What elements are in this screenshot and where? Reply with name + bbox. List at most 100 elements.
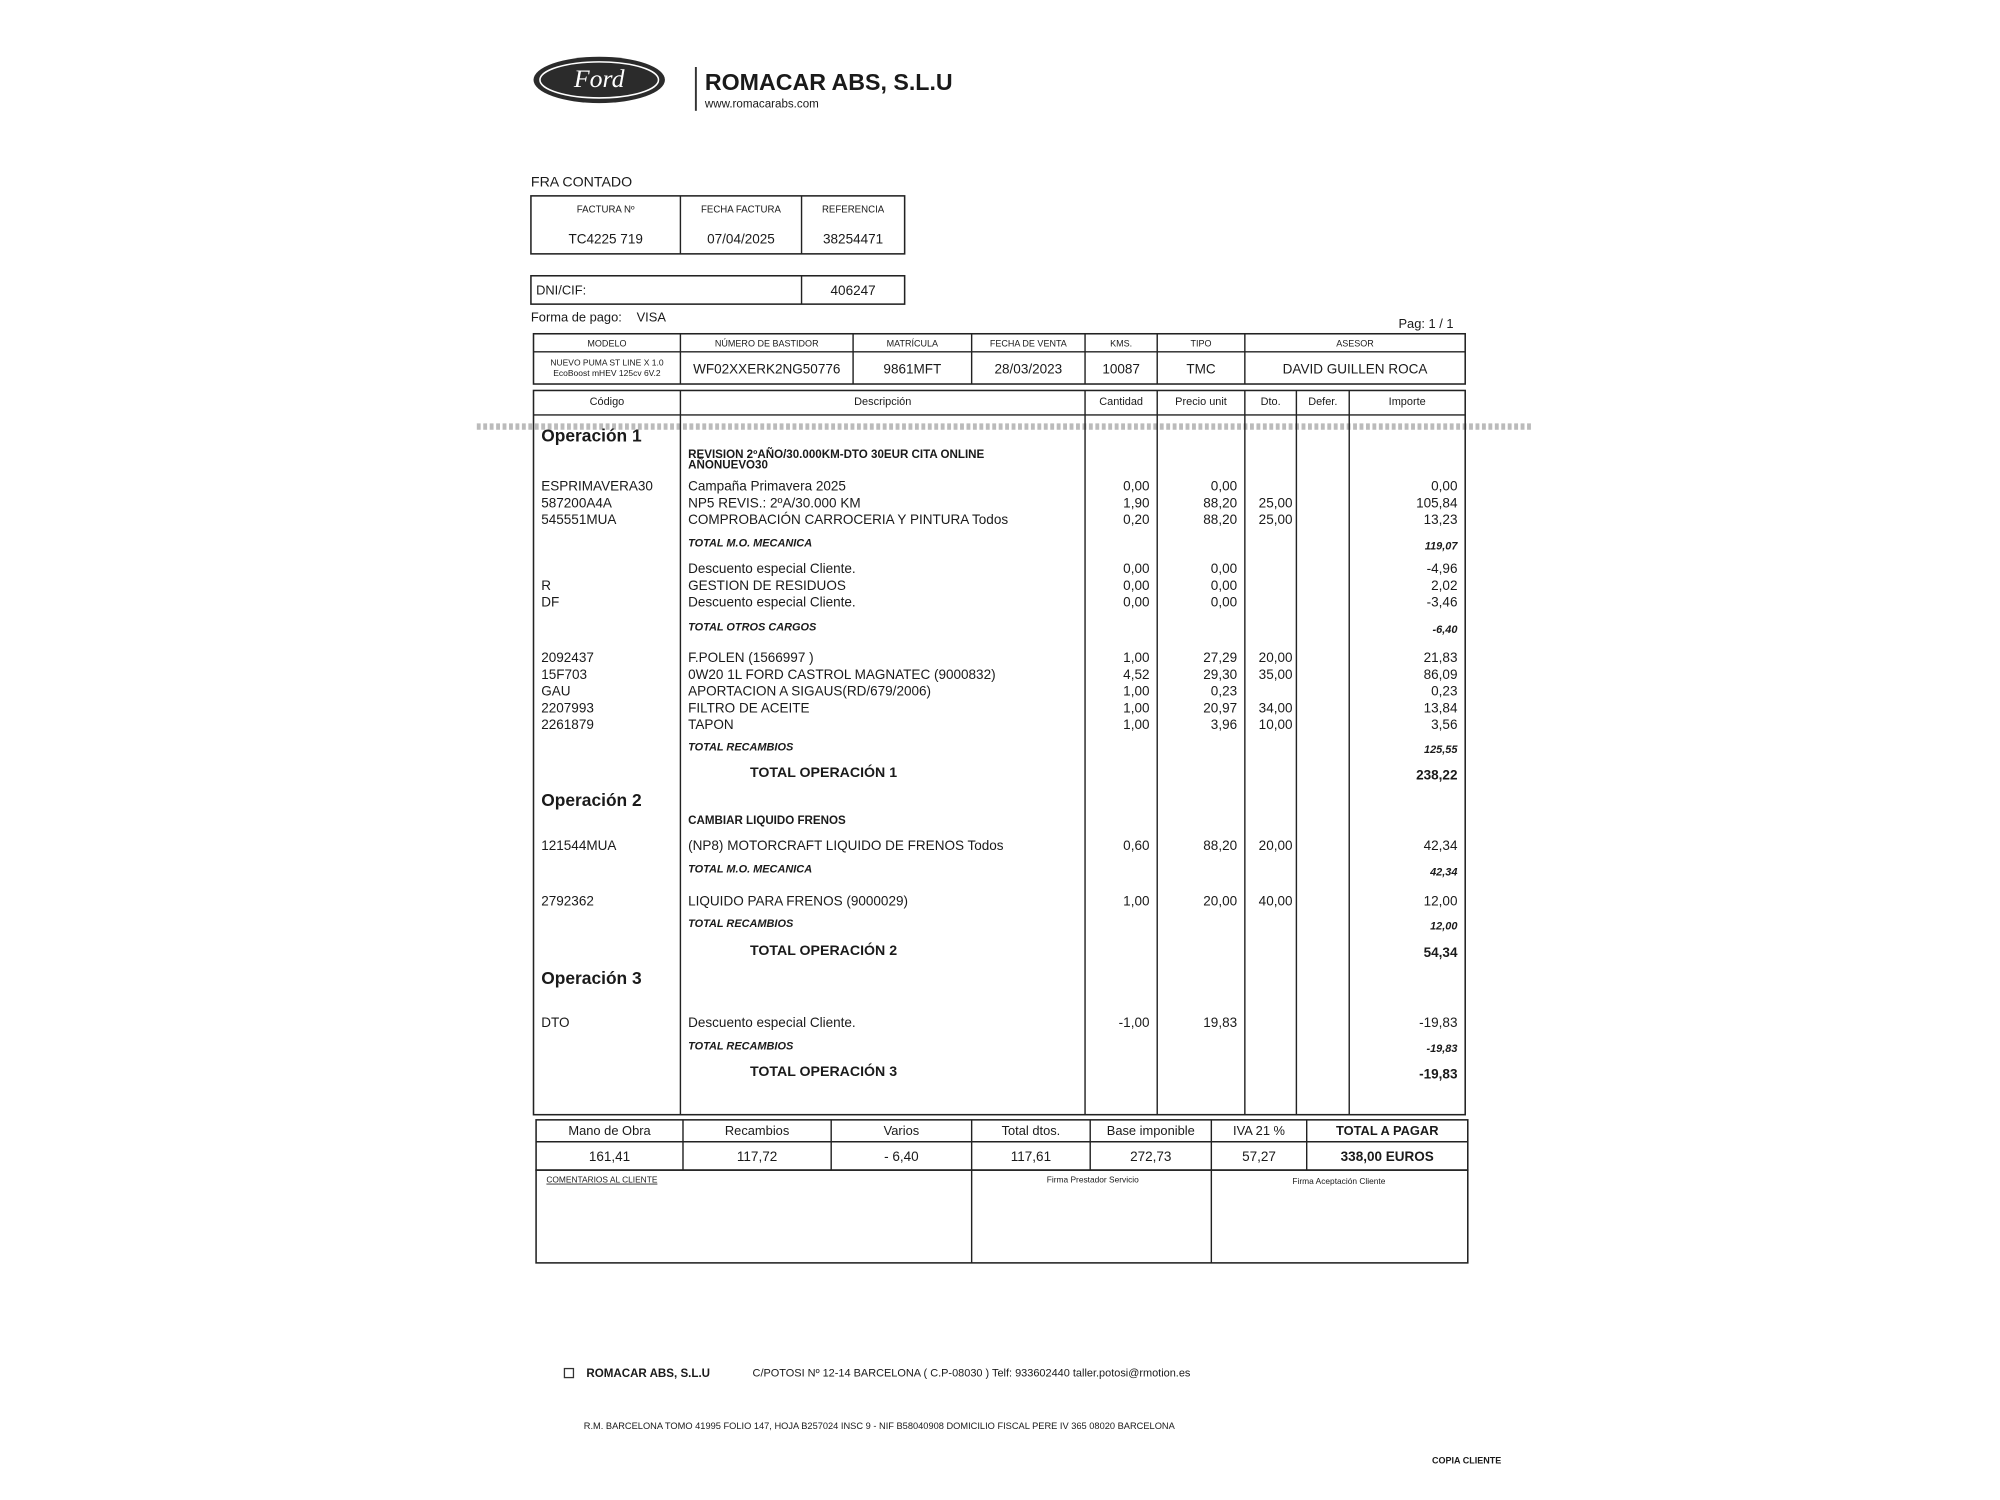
vehicle-value: 28/03/2023 bbox=[995, 361, 1063, 376]
line-amount: 12,00 bbox=[1430, 920, 1457, 932]
totals-value: 272,73 bbox=[1130, 1149, 1171, 1164]
operation-heading: REVISION 2ºAÑO/30.000KM-DTO 30EUR CITA O… bbox=[688, 448, 984, 461]
dni-box bbox=[530, 275, 906, 305]
vehicle-column-header: KMS. bbox=[1110, 338, 1132, 348]
line-amount: 13,84 bbox=[1424, 700, 1458, 715]
line-amount: 13,23 bbox=[1424, 512, 1458, 527]
operation-heading: CAMBIAR LIQUIDO FRENOS bbox=[688, 815, 846, 827]
subtotal-label: TOTAL OTROS CARGOS bbox=[688, 621, 817, 633]
line-amount: 119,07 bbox=[1425, 540, 1459, 552]
provider-signature-label: Firma Prestador Servicio bbox=[1047, 1175, 1139, 1185]
vehicle-column-header: MODELO bbox=[587, 338, 626, 348]
lines-column-header: Precio unit bbox=[1175, 396, 1227, 408]
totals-column-header: Recambios bbox=[725, 1123, 789, 1138]
line-code: 2792362 bbox=[541, 894, 594, 909]
totals-value: 117,61 bbox=[1011, 1149, 1051, 1164]
signature-box bbox=[535, 1169, 1469, 1264]
logo-text: Ford bbox=[573, 64, 625, 93]
line-description: TAPON bbox=[688, 717, 734, 732]
line-discount: 10,00 bbox=[1259, 717, 1293, 732]
line-discount: 25,00 bbox=[1259, 495, 1293, 510]
totals-column-header: TOTAL A PAGAR bbox=[1336, 1123, 1439, 1138]
totals-column-header: Varios bbox=[884, 1123, 920, 1138]
line-description: 0W20 1L FORD CASTROL MAGNATEC (9000832) bbox=[688, 667, 995, 682]
line-unit-price: 29,30 bbox=[1203, 667, 1237, 682]
line-amount: 125,55 bbox=[1424, 744, 1458, 756]
dni-value: 406247 bbox=[831, 283, 876, 298]
payment-label: Forma de pago: bbox=[531, 310, 622, 325]
line-unit-price: 0,00 bbox=[1211, 479, 1237, 494]
payment-value: VISA bbox=[637, 310, 667, 325]
line-discount: 25,00 bbox=[1259, 512, 1293, 527]
line-unit-price: 0,23 bbox=[1211, 684, 1237, 699]
line-amount: -3,46 bbox=[1427, 595, 1458, 610]
company-name: ROMACAR ABS, S.L.U bbox=[705, 69, 953, 95]
line-amount: 105,84 bbox=[1416, 495, 1458, 510]
totals-value: 57,27 bbox=[1242, 1149, 1276, 1164]
field-label: FACTURA Nº bbox=[577, 205, 635, 216]
vehicle-model: EcoBoost mHEV 125cv 6V.2 bbox=[553, 368, 661, 378]
vehicle-column-header: TIPO bbox=[1191, 338, 1212, 348]
subtotal-label: TOTAL M.O. MECANICA bbox=[688, 864, 812, 876]
field-value: TC4225 719 bbox=[568, 231, 642, 246]
line-unit-price: 0,00 bbox=[1211, 595, 1237, 610]
vehicle-value: 10087 bbox=[1102, 361, 1140, 376]
line-discount: 40,00 bbox=[1259, 894, 1293, 909]
invoice-type: FRA CONTADO bbox=[531, 175, 632, 191]
logo-oval bbox=[533, 56, 665, 104]
line-quantity: 1,00 bbox=[1123, 700, 1149, 715]
line-description: Descuento especial Cliente. bbox=[688, 1015, 856, 1030]
logo-ring bbox=[539, 61, 660, 99]
line-quantity: -1,00 bbox=[1119, 1015, 1150, 1030]
lines-table bbox=[532, 389, 1466, 1116]
line-code: 587200A4A bbox=[541, 495, 612, 510]
line-quantity: 4,52 bbox=[1123, 667, 1149, 682]
line-unit-price: 0,00 bbox=[1211, 561, 1237, 576]
line-quantity: 0,60 bbox=[1123, 838, 1149, 853]
line-quantity: 0,00 bbox=[1123, 561, 1149, 576]
line-unit-price: 88,20 bbox=[1203, 495, 1237, 510]
totals-value: 161,41 bbox=[589, 1149, 630, 1164]
footer-address: C/POTOSI Nº 12-14 BARCELONA ( C.P-08030 … bbox=[753, 1368, 1191, 1380]
lines-column-header: Código bbox=[590, 396, 625, 408]
line-code: 545551MUA bbox=[541, 512, 616, 527]
line-quantity: 0,20 bbox=[1123, 512, 1149, 527]
vehicle-model: NUEVO PUMA ST LINE X 1.0 bbox=[550, 358, 663, 368]
line-description: LIQUIDO PARA FRENOS (9000029) bbox=[688, 894, 908, 909]
line-quantity: 1,00 bbox=[1123, 717, 1149, 732]
subtotal-label: TOTAL M.O. MECANICA bbox=[688, 538, 812, 550]
field-value: 07/04/2025 bbox=[707, 231, 775, 246]
company-website: www.romacarabs.com bbox=[704, 98, 819, 110]
field-label: FECHA FACTURA bbox=[701, 205, 782, 216]
comments-label: COMENTARIOS AL CLIENTE bbox=[546, 1175, 657, 1185]
line-unit-price: 0,00 bbox=[1211, 578, 1237, 593]
line-description: Campaña Primavera 2025 bbox=[688, 479, 846, 494]
line-code: 121544MUA bbox=[541, 838, 616, 853]
line-amount: 238,22 bbox=[1416, 767, 1457, 782]
totals-value: - 6,40 bbox=[884, 1149, 919, 1164]
line-quantity: 1,00 bbox=[1123, 684, 1149, 699]
totals-column-header: Base imponible bbox=[1107, 1123, 1195, 1138]
line-code: 2092437 bbox=[541, 650, 594, 665]
lines-column-header: Importe bbox=[1389, 396, 1426, 408]
line-amount: 12,00 bbox=[1424, 894, 1458, 909]
line-description: GESTION DE RESIDUOS bbox=[688, 578, 846, 593]
line-amount: 54,34 bbox=[1424, 945, 1458, 960]
totals-column-header: Total dtos. bbox=[1002, 1123, 1061, 1138]
line-discount: 20,00 bbox=[1259, 650, 1293, 665]
vehicle-column-header: ASESOR bbox=[1336, 338, 1374, 348]
subtotal-label: TOTAL RECAMBIOS bbox=[688, 741, 794, 753]
line-unit-price: 27,29 bbox=[1203, 650, 1237, 665]
line-amount: -4,96 bbox=[1427, 561, 1458, 576]
vehicle-column-header: NÚMERO DE BASTIDOR bbox=[715, 338, 819, 348]
line-code: R bbox=[541, 578, 551, 593]
totals-column-header: IVA 21 % bbox=[1233, 1123, 1285, 1138]
line-quantity: 1,90 bbox=[1123, 495, 1149, 510]
line-description: F.POLEN (1566997 ) bbox=[688, 650, 813, 665]
footer-registry: R.M. BARCELONA TOMO 41995 FOLIO 147, HOJ… bbox=[584, 1421, 1176, 1431]
line-code: GAU bbox=[541, 684, 570, 699]
line-description: FILTRO DE ACEITE bbox=[688, 700, 809, 715]
line-unit-price: 88,20 bbox=[1203, 512, 1237, 527]
line-amount: 0,00 bbox=[1431, 479, 1457, 494]
